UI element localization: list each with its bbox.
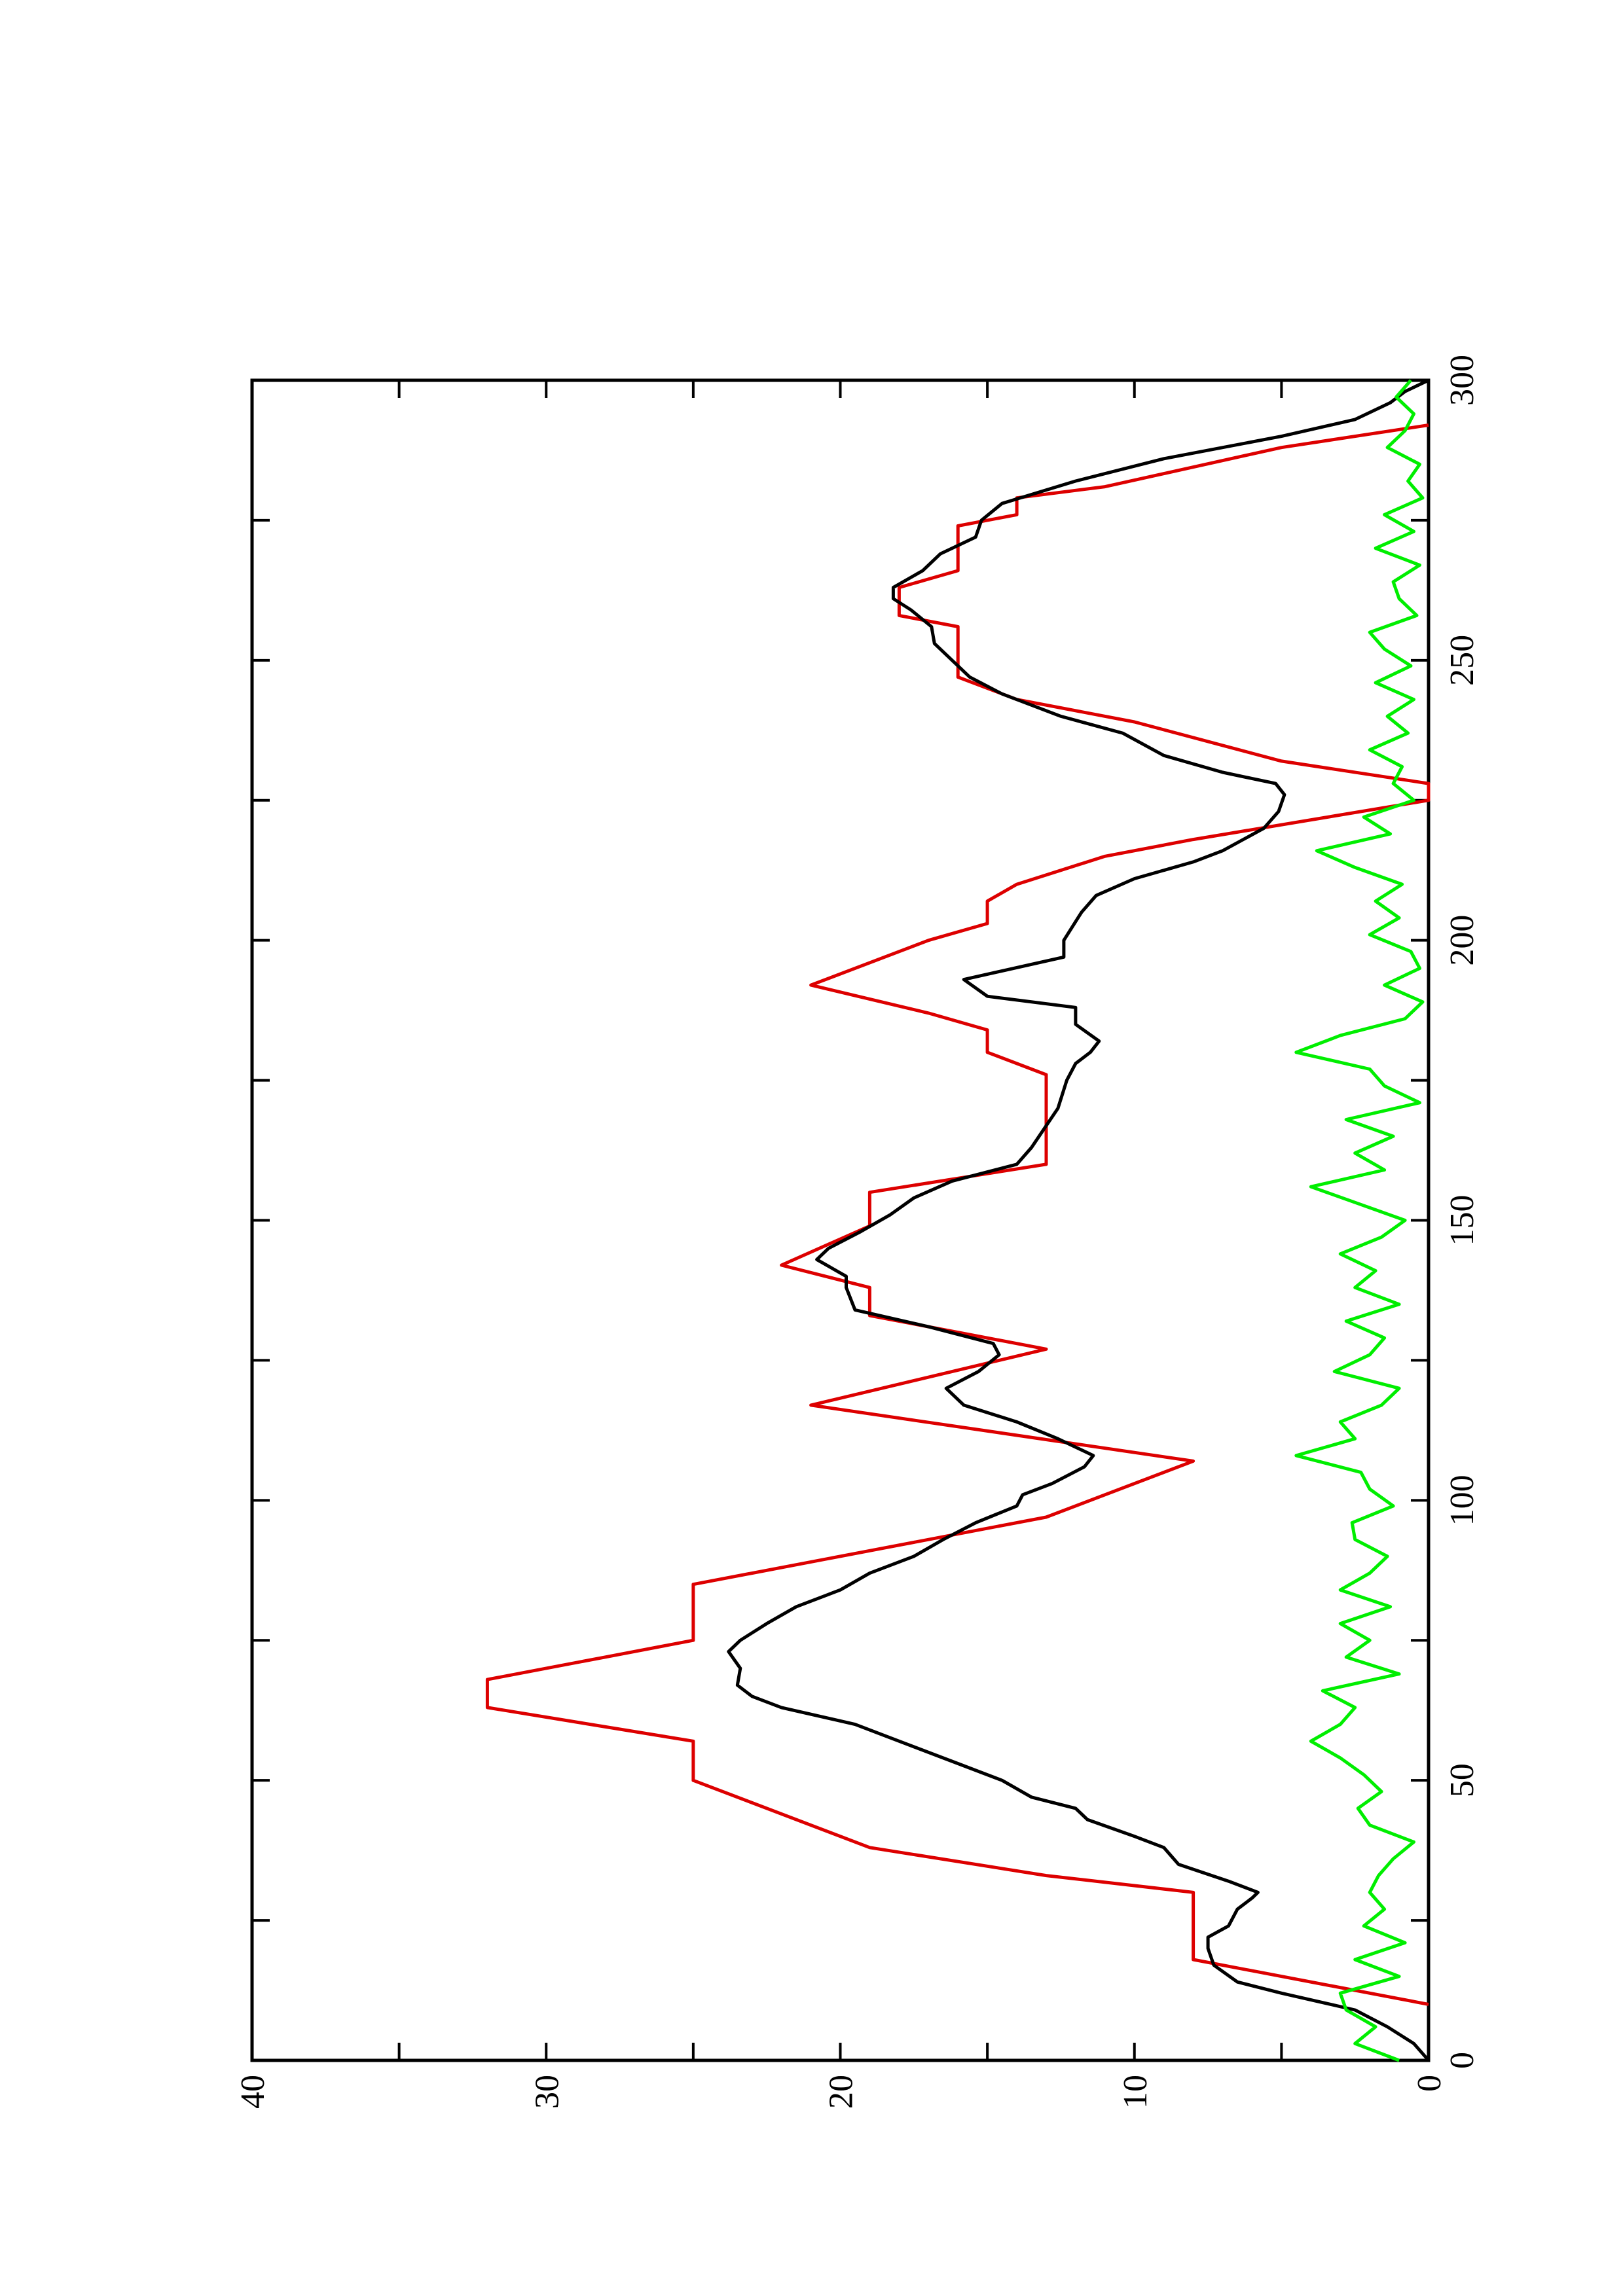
x-tick-label: 200: [1444, 915, 1481, 966]
series-line: [727, 378, 1430, 2062]
x-tick-label: 250: [1444, 635, 1481, 686]
x-tick-label: 150: [1444, 1195, 1481, 1246]
x-tick-label: 0: [1444, 2052, 1481, 2069]
plot-frame: [250, 378, 1431, 2062]
y-tick-label: 40: [234, 2075, 272, 2109]
y-tick-label: 30: [528, 2075, 566, 2109]
series-line: [1294, 379, 1425, 2062]
y-tick-label: 0: [1411, 2075, 1448, 2092]
x-tick-label: 100: [1444, 1475, 1481, 1526]
x-tick-label: 300: [1444, 355, 1481, 406]
series-line: [485, 423, 1431, 2006]
x-tick-label: 50: [1444, 1763, 1481, 1797]
y-tick-label: 20: [823, 2075, 860, 2109]
plot-area: 0 50 100 150 200 250 300 0 10 20 30 40: [234, 355, 1481, 2109]
y-tick-label: 10: [1117, 2075, 1154, 2109]
